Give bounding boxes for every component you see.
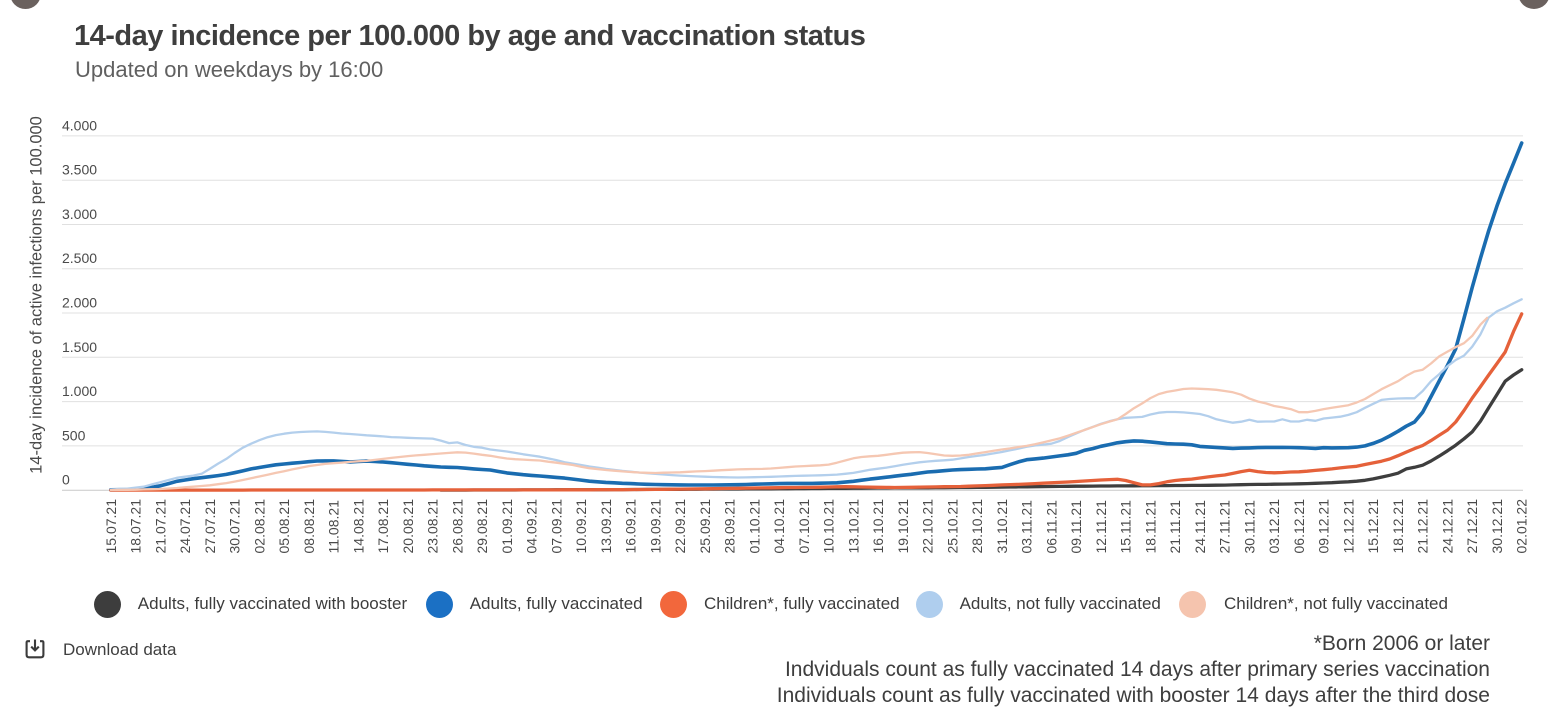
svg-text:03.11.21: 03.11.21 (1019, 500, 1035, 554)
svg-text:06.12.21: 06.12.21 (1291, 499, 1307, 554)
svg-text:1.000: 1.000 (62, 383, 97, 399)
svg-text:30.11.21: 30.11.21 (1241, 500, 1257, 554)
svg-text:30.12.21: 30.12.21 (1489, 499, 1505, 554)
svg-text:20.08.21: 20.08.21 (400, 499, 416, 554)
svg-text:2.000: 2.000 (62, 295, 97, 311)
svg-text:30.07.21: 30.07.21 (227, 499, 243, 554)
svg-text:03.12.21: 03.12.21 (1266, 499, 1282, 554)
svg-text:29.08.21: 29.08.21 (474, 499, 490, 554)
svg-text:15.07.21: 15.07.21 (103, 499, 119, 554)
svg-text:22.09.21: 22.09.21 (672, 499, 688, 554)
svg-text:27.07.21: 27.07.21 (202, 499, 218, 554)
svg-text:13.10.21: 13.10.21 (845, 499, 861, 554)
svg-text:14.08.21: 14.08.21 (350, 499, 366, 554)
svg-text:06.11.21: 06.11.21 (1043, 500, 1059, 554)
svg-text:24.12.21: 24.12.21 (1440, 499, 1456, 554)
svg-text:18.12.21: 18.12.21 (1390, 499, 1406, 554)
svg-text:27.12.21: 27.12.21 (1464, 499, 1480, 554)
svg-text:10.10.21: 10.10.21 (821, 499, 837, 554)
svg-text:25.10.21: 25.10.21 (944, 499, 960, 554)
svg-text:17.08.21: 17.08.21 (375, 499, 391, 554)
svg-text:02.08.21: 02.08.21 (251, 499, 267, 554)
svg-text:18.11.21: 18.11.21 (1142, 500, 1158, 554)
svg-text:21.07.21: 21.07.21 (152, 499, 168, 554)
svg-text:19.10.21: 19.10.21 (895, 499, 911, 554)
svg-text:07.10.21: 07.10.21 (796, 499, 812, 554)
svg-text:22.10.21: 22.10.21 (920, 499, 936, 554)
svg-text:500: 500 (62, 427, 86, 443)
svg-text:04.09.21: 04.09.21 (524, 499, 540, 554)
svg-text:24.07.21: 24.07.21 (177, 499, 193, 554)
svg-text:13.09.21: 13.09.21 (598, 499, 614, 554)
svg-text:15.11.21: 15.11.21 (1118, 500, 1134, 554)
svg-text:16.09.21: 16.09.21 (623, 499, 639, 554)
svg-text:05.08.21: 05.08.21 (276, 499, 292, 554)
svg-text:02.01.22: 02.01.22 (1514, 499, 1530, 554)
svg-text:31.10.21: 31.10.21 (994, 499, 1010, 554)
svg-text:24.11.21: 24.11.21 (1192, 500, 1208, 554)
svg-text:3.000: 3.000 (62, 206, 97, 222)
svg-text:16.10.21: 16.10.21 (870, 499, 886, 554)
svg-text:28.10.21: 28.10.21 (969, 499, 985, 554)
svg-text:21.12.21: 21.12.21 (1415, 499, 1431, 554)
svg-text:08.08.21: 08.08.21 (301, 499, 317, 554)
svg-text:21.11.21: 21.11.21 (1167, 500, 1183, 554)
svg-text:12.12.21: 12.12.21 (1340, 499, 1356, 554)
svg-text:19.09.21: 19.09.21 (647, 499, 663, 554)
svg-text:26.08.21: 26.08.21 (449, 499, 465, 554)
svg-text:25.09.21: 25.09.21 (697, 499, 713, 554)
svg-text:11.08.21: 11.08.21 (326, 500, 342, 554)
svg-text:10.09.21: 10.09.21 (573, 499, 589, 554)
svg-text:27.11.21: 27.11.21 (1217, 500, 1233, 554)
svg-text:01.10.21: 01.10.21 (746, 499, 762, 554)
svg-text:04.10.21: 04.10.21 (771, 499, 787, 554)
svg-text:12.11.21: 12.11.21 (1093, 500, 1109, 554)
svg-text:09.12.21: 09.12.21 (1316, 499, 1332, 554)
svg-text:2.500: 2.500 (62, 250, 97, 266)
svg-text:01.09.21: 01.09.21 (499, 499, 515, 554)
svg-text:3.500: 3.500 (62, 162, 97, 178)
svg-text:28.09.21: 28.09.21 (722, 499, 738, 554)
svg-text:1.500: 1.500 (62, 339, 97, 355)
svg-text:07.09.21: 07.09.21 (548, 499, 564, 554)
svg-text:0: 0 (62, 472, 70, 488)
svg-text:4.000: 4.000 (62, 117, 97, 133)
svg-text:15.12.21: 15.12.21 (1365, 499, 1381, 554)
svg-text:23.08.21: 23.08.21 (425, 499, 441, 554)
svg-text:18.07.21: 18.07.21 (128, 499, 144, 554)
svg-text:09.11.21: 09.11.21 (1068, 500, 1084, 554)
